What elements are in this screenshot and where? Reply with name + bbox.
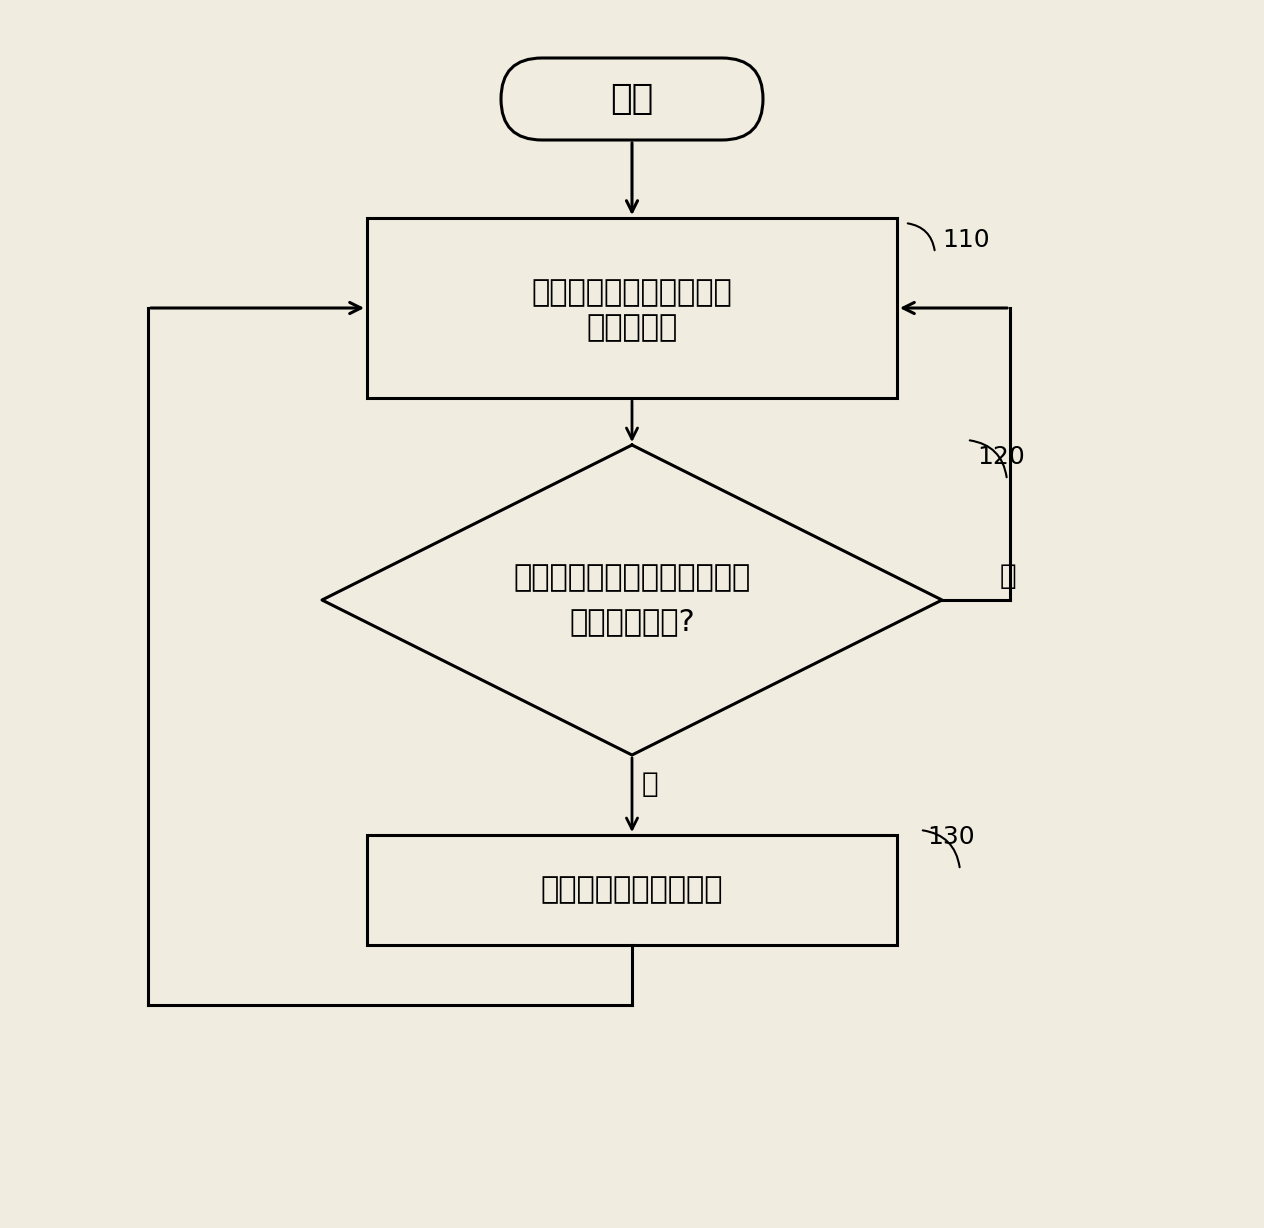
FancyBboxPatch shape <box>501 58 763 140</box>
Text: 量是否已放完?: 量是否已放完? <box>569 608 695 636</box>
Text: 在当前时刻由一个电池单: 在当前时刻由一个电池单 <box>532 279 732 307</box>
Text: 切换到下一个电池单元: 切换到下一个电池单元 <box>541 876 723 905</box>
Text: 否: 否 <box>1000 562 1016 589</box>
Text: 开始: 开始 <box>611 82 653 115</box>
Text: 120: 120 <box>977 445 1025 469</box>
Bar <box>367 835 897 946</box>
Text: 是: 是 <box>642 770 659 798</box>
Text: 110: 110 <box>942 228 990 252</box>
Bar <box>367 219 897 398</box>
Text: 元进行放电: 元进行放电 <box>586 313 678 343</box>
Text: 130: 130 <box>927 825 975 849</box>
Text: 判断当前放电的电池单元的电: 判断当前放电的电池单元的电 <box>513 564 751 592</box>
